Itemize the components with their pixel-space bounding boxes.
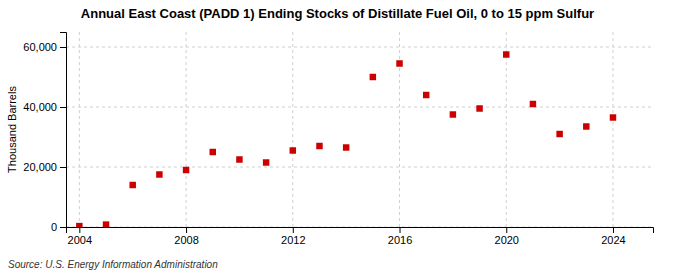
tick-mark <box>186 227 187 233</box>
tick: 2024 <box>601 227 625 246</box>
grid-line <box>506 32 507 227</box>
tick: 2012 <box>281 227 305 246</box>
chart: 2004 2008 2012 2016 2020 2024 0 20,000 40,000 60,… <box>0 0 675 275</box>
point <box>183 167 189 173</box>
tick-mark <box>293 227 294 233</box>
tick-mark <box>506 227 507 233</box>
tick-label: 20,000 <box>23 161 57 173</box>
grid-line <box>79 32 80 227</box>
point <box>396 60 402 66</box>
point <box>103 221 109 227</box>
point <box>156 171 162 177</box>
point <box>556 131 562 137</box>
point <box>129 182 135 188</box>
point <box>610 114 616 120</box>
point <box>76 223 82 227</box>
tick-label: 2016 <box>388 234 412 246</box>
tick-label: 40,000 <box>23 101 57 113</box>
y-axis-title: Thousand Barrels <box>6 86 18 173</box>
tick: 2016 <box>388 227 412 246</box>
tick: 0 <box>51 221 66 233</box>
tick-label: 60,000 <box>23 41 57 53</box>
grid-line <box>66 167 653 168</box>
source: Source: U.S. Energy Information Administ… <box>8 259 218 270</box>
grid-line <box>66 107 653 108</box>
grid-line <box>66 47 653 48</box>
tick-label: 2012 <box>281 234 305 246</box>
point <box>290 147 296 153</box>
point <box>450 111 456 117</box>
points <box>76 51 616 227</box>
grid <box>66 32 653 227</box>
point <box>530 101 536 107</box>
tick-mark <box>60 47 66 48</box>
point <box>343 144 349 150</box>
tick-mark <box>613 227 614 233</box>
plot-area: 2004 2008 2012 2016 2020 2024 0 20,000 40,000 60,… <box>23 32 653 246</box>
grid-line <box>292 32 293 227</box>
point <box>370 74 376 80</box>
tick: 40,000 <box>23 101 66 113</box>
tick: 2020 <box>495 227 519 246</box>
tick-mark <box>400 227 401 233</box>
tick-mark <box>60 227 66 228</box>
tick: 2004 <box>68 227 92 246</box>
tick: 20,000 <box>23 161 66 173</box>
point <box>236 156 242 162</box>
tick-mark <box>60 107 66 108</box>
grid-line <box>186 32 187 227</box>
tick-label: 2020 <box>495 234 519 246</box>
point <box>210 149 216 155</box>
point <box>476 105 482 111</box>
grid-line <box>612 32 613 227</box>
point <box>583 123 589 129</box>
tick-mark <box>79 227 80 233</box>
tick-label: 0 <box>51 221 57 233</box>
point <box>316 143 322 149</box>
tick: 60,000 <box>23 41 66 53</box>
axis-line <box>60 33 67 228</box>
point <box>263 159 269 165</box>
x-axis: 2004 2008 2012 2016 2020 2024 <box>67 227 654 246</box>
point <box>423 92 429 98</box>
tick-label: 2008 <box>174 234 198 246</box>
axis-line <box>67 228 654 234</box>
tick-label: 2024 <box>601 234 625 246</box>
point <box>503 51 509 57</box>
tick-label: 2004 <box>68 234 92 246</box>
y-axis: 0 20,000 40,000 60,000 <box>23 33 66 234</box>
tick: 2008 <box>174 227 198 246</box>
tick-mark <box>60 167 66 168</box>
title: Annual East Coast (PADD 1) Ending Stocks… <box>81 6 594 21</box>
